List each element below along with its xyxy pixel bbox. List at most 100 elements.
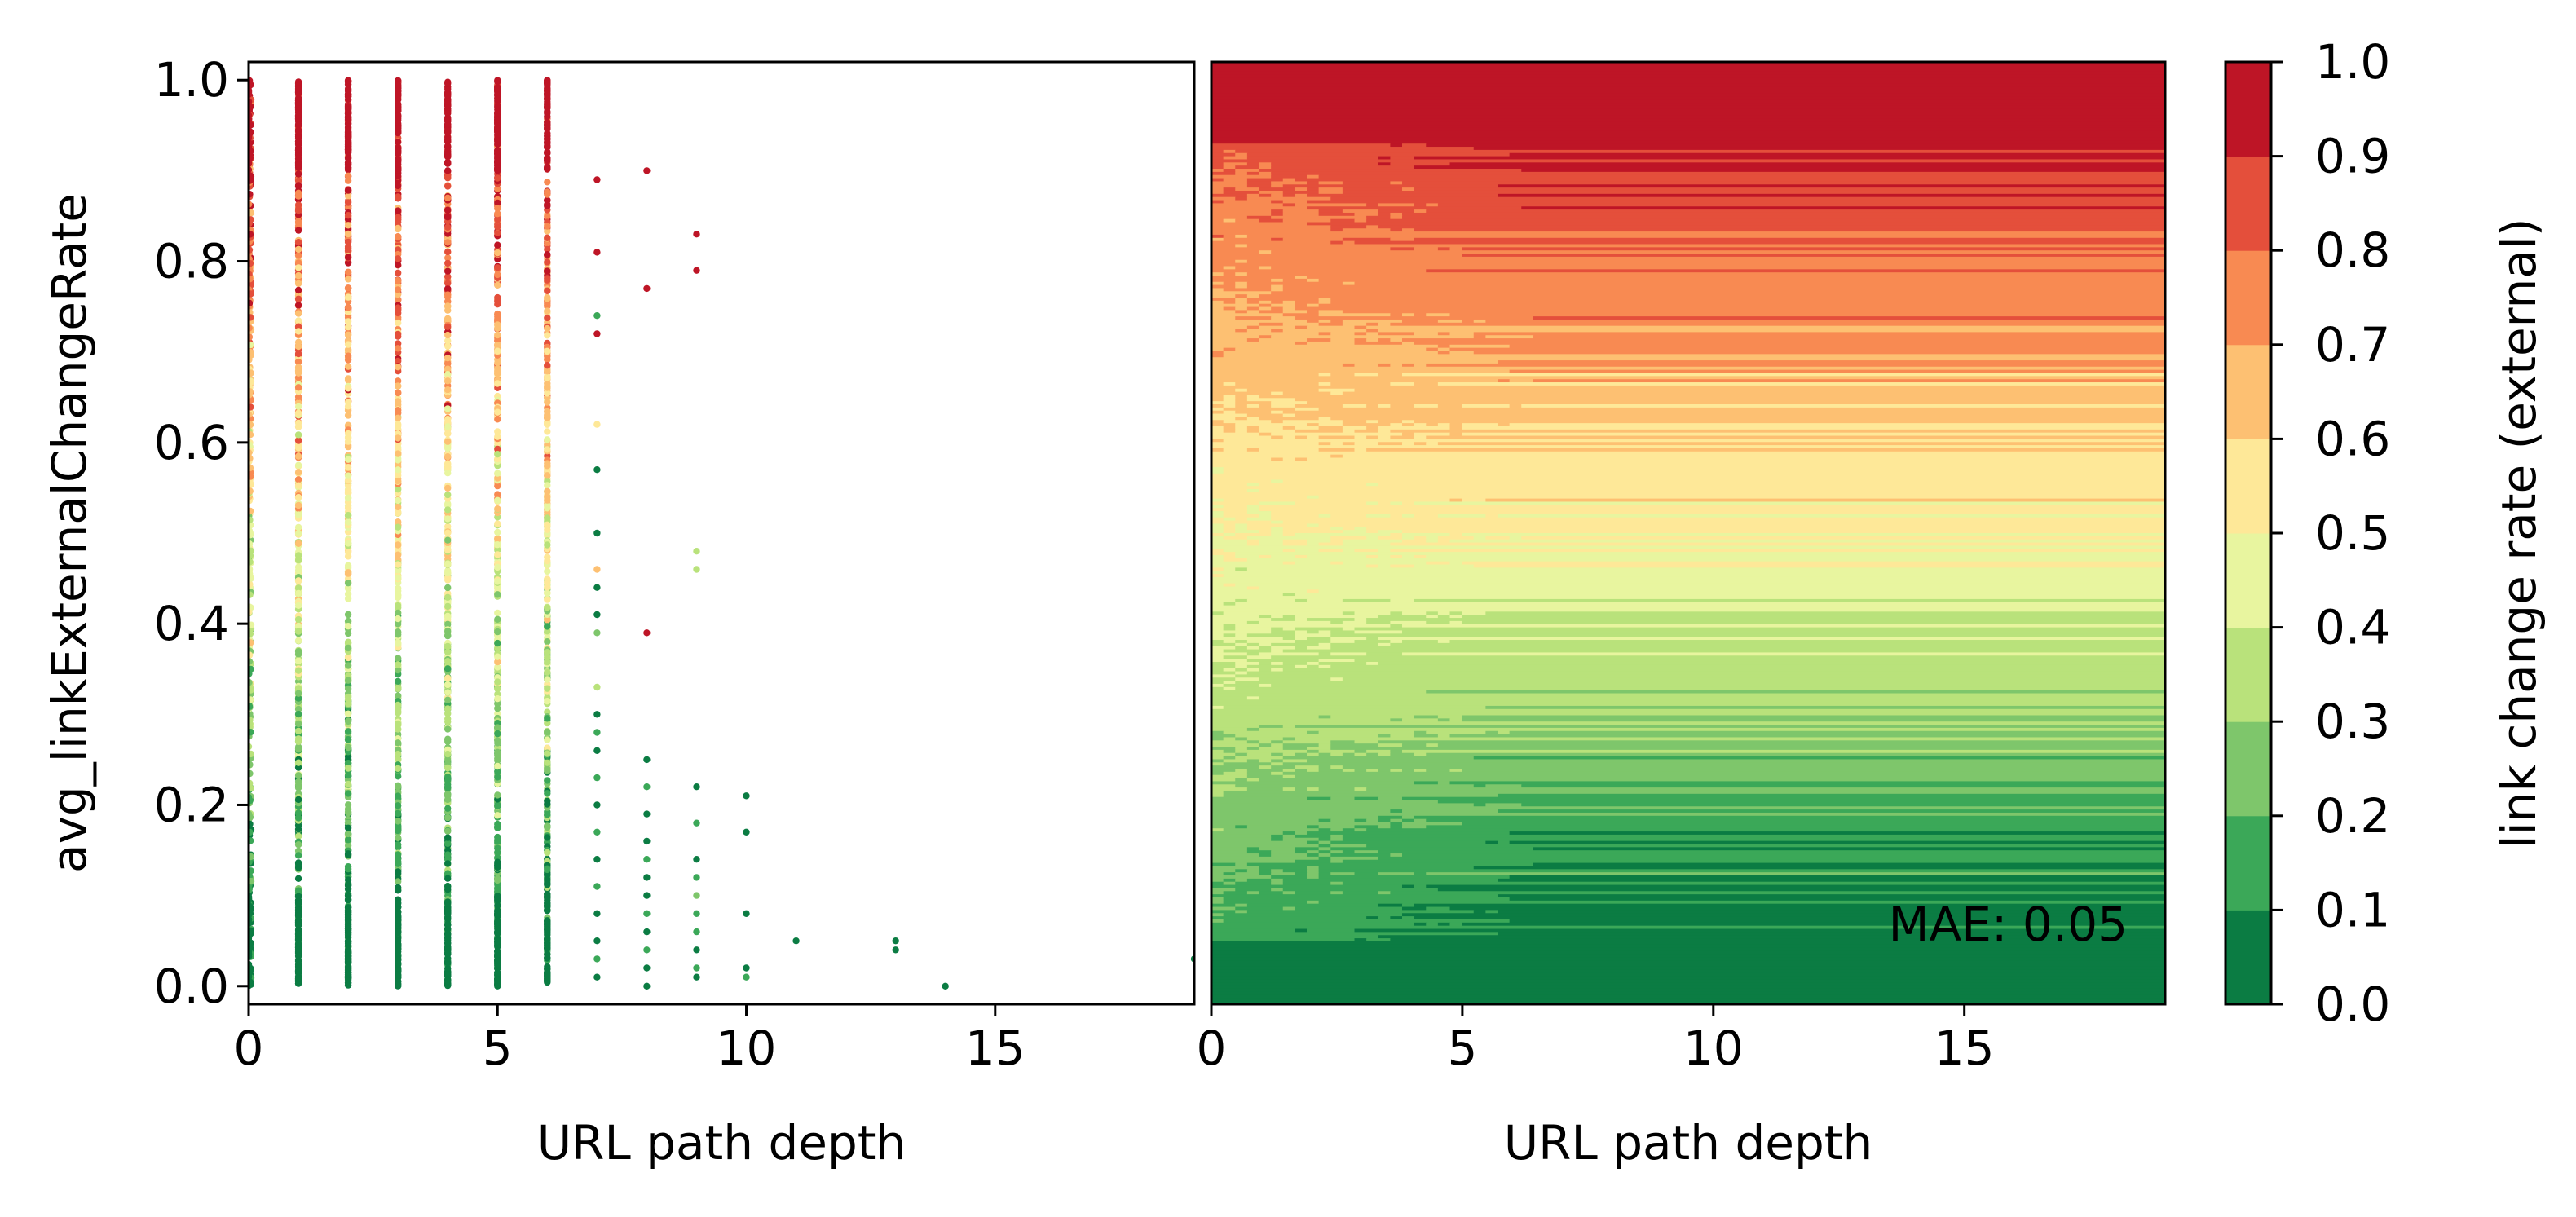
heatmap-cell bbox=[1390, 598, 1415, 603]
heatmap-cell bbox=[1402, 822, 1462, 826]
scatter-point bbox=[395, 81, 402, 89]
heatmap-cell bbox=[1223, 527, 1236, 531]
scatter-point bbox=[544, 616, 551, 624]
heatmap-cell bbox=[1509, 730, 2165, 735]
heatmap-cell bbox=[1414, 815, 2165, 820]
scatter-point bbox=[294, 431, 302, 439]
scatter-point bbox=[294, 295, 302, 302]
heatmap-cell bbox=[1223, 439, 2165, 443]
scatter-point bbox=[544, 668, 551, 676]
heatmap-cell bbox=[1282, 457, 1295, 461]
heatmap-cell bbox=[1342, 322, 1367, 327]
scatter-point bbox=[344, 590, 352, 598]
heatmap-cell bbox=[1211, 228, 1331, 232]
heatmap-cell bbox=[1282, 668, 2165, 672]
scatter-point bbox=[395, 364, 402, 371]
heatmap-cell bbox=[1211, 83, 2165, 88]
scatter-point bbox=[395, 389, 402, 396]
heatmap-cell bbox=[1318, 435, 1356, 439]
heatmap-cell bbox=[1246, 747, 1260, 751]
scatter-point bbox=[344, 412, 352, 419]
scatter-point bbox=[249, 814, 254, 821]
heatmap-cell bbox=[1295, 850, 1308, 854]
heatmap-cell bbox=[1378, 661, 2165, 666]
scatter-point bbox=[344, 911, 352, 919]
heatmap-cell bbox=[1295, 598, 1308, 603]
heatmap-cell bbox=[1271, 511, 2165, 515]
heatmap-cell bbox=[1211, 196, 1236, 201]
heatmap-cell bbox=[1318, 417, 1331, 421]
scatter-point bbox=[444, 628, 452, 635]
heatmap-cell bbox=[1378, 329, 2165, 333]
heatmap-cell bbox=[1282, 774, 1295, 779]
scatter-point bbox=[395, 139, 402, 146]
scatter-point bbox=[444, 515, 452, 523]
scatter-point bbox=[344, 172, 352, 179]
heatmap-cell bbox=[1223, 686, 1236, 691]
heatmap-cell bbox=[1342, 677, 2165, 681]
heatmap-cell bbox=[1211, 483, 1248, 487]
heatmap-cell bbox=[1449, 539, 2165, 544]
heatmap-cell bbox=[1259, 891, 1284, 895]
heatmap-cell bbox=[1366, 752, 1379, 757]
scatter-point bbox=[294, 189, 302, 196]
heatmap-cell bbox=[1282, 615, 1295, 619]
heatmap-cell bbox=[1318, 844, 1331, 848]
heatmap-cell bbox=[1211, 429, 1224, 434]
heatmap-cell bbox=[1282, 237, 1343, 242]
heatmap-cell bbox=[1211, 335, 1260, 339]
heatmap-cell bbox=[1211, 454, 1331, 459]
heatmap-cell bbox=[1223, 574, 2165, 578]
scatter-point bbox=[593, 828, 601, 836]
heatmap-cell bbox=[1235, 671, 1248, 675]
heatmap-cell bbox=[1211, 71, 2165, 76]
heatmap-cell bbox=[1437, 539, 1451, 544]
heatmap-cell bbox=[1378, 825, 1391, 829]
heatmap-cell bbox=[1223, 511, 1248, 515]
heatmap-cell bbox=[1295, 435, 1308, 439]
heatmap-cell bbox=[1246, 404, 1260, 408]
scatter-point bbox=[544, 234, 551, 241]
heatmap-cell bbox=[1282, 637, 1295, 641]
heatmap-cell bbox=[1307, 457, 2165, 461]
heatmap-cell bbox=[1211, 395, 1224, 399]
heatmap-cell bbox=[1414, 734, 1439, 739]
scatter-point bbox=[444, 536, 452, 544]
heatmap-cell bbox=[1211, 432, 1260, 437]
heatmap-cell bbox=[1342, 442, 1356, 446]
heatmap-cell bbox=[1402, 749, 2165, 754]
heatmap-cell bbox=[1295, 407, 1320, 412]
scatter-point bbox=[444, 642, 452, 650]
scatter-point bbox=[444, 405, 452, 412]
scatter-point bbox=[444, 665, 452, 672]
heatmap-cell bbox=[1282, 178, 1295, 183]
heatmap-cell bbox=[1318, 382, 1331, 386]
scatter-point bbox=[444, 167, 452, 174]
heatmap-cell bbox=[1271, 853, 1308, 858]
heatmap-cell bbox=[1366, 501, 1379, 505]
heatmap-cell bbox=[1211, 473, 2165, 478]
scatter-point bbox=[643, 982, 651, 990]
heatmap-cell bbox=[1378, 225, 2165, 229]
heatmap-cell bbox=[1271, 300, 1284, 305]
heatmap-cell bbox=[1295, 769, 1308, 773]
scatter-point bbox=[444, 143, 452, 151]
heatmap-cell bbox=[1318, 837, 1331, 842]
scatter-point bbox=[294, 227, 302, 234]
scatter-point bbox=[494, 628, 501, 636]
heatmap-cell bbox=[1414, 781, 1439, 785]
scatter-point bbox=[494, 888, 501, 895]
heatmap-cell bbox=[1295, 752, 1308, 757]
heatmap-cell bbox=[1211, 115, 2165, 119]
scatter-point bbox=[444, 569, 452, 577]
heatmap-cell bbox=[1342, 426, 1367, 430]
heatmap-cell bbox=[1211, 442, 1320, 446]
heatmap-cell bbox=[1318, 313, 1391, 317]
heatmap-cell bbox=[1235, 640, 1248, 644]
scatter-point bbox=[544, 164, 551, 172]
heatmap-cell bbox=[1330, 642, 1379, 647]
heatmap-cell bbox=[1449, 162, 2165, 166]
heatmap-cell bbox=[1211, 608, 2165, 612]
heatmap-cell bbox=[1211, 310, 1236, 314]
scatter-point bbox=[395, 705, 402, 712]
